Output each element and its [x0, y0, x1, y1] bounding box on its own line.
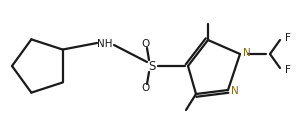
Text: N: N — [231, 86, 239, 96]
Text: S: S — [148, 60, 156, 72]
Text: N: N — [243, 48, 251, 58]
Text: O: O — [141, 83, 149, 93]
Text: F: F — [285, 33, 291, 43]
Text: O: O — [141, 39, 149, 49]
Text: NH: NH — [97, 39, 113, 49]
Text: F: F — [285, 65, 291, 75]
